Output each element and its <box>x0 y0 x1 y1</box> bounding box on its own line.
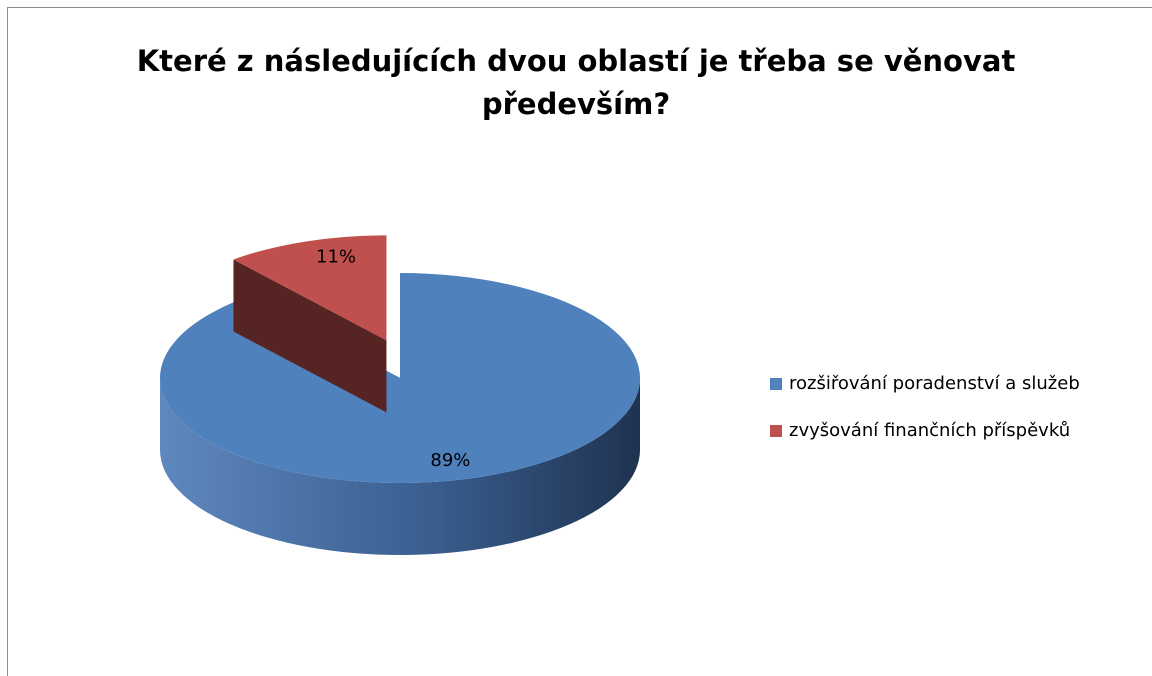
data-label: 89% <box>430 450 470 471</box>
legend-label: zvyšování finančních příspěvků <box>789 420 1070 441</box>
slice <box>159 273 641 484</box>
data-label: 11% <box>316 246 356 267</box>
slice-side <box>233 259 387 413</box>
chart-border <box>7 7 1152 676</box>
slice <box>233 235 387 341</box>
slice-wall <box>160 378 640 555</box>
legend-label: rozšiřování poradenství a služeb <box>789 373 1080 394</box>
legend-swatch <box>770 378 782 390</box>
legend-swatch <box>770 425 782 437</box>
chart-title: Které z následujících dvou oblastí je tř… <box>136 44 1016 121</box>
